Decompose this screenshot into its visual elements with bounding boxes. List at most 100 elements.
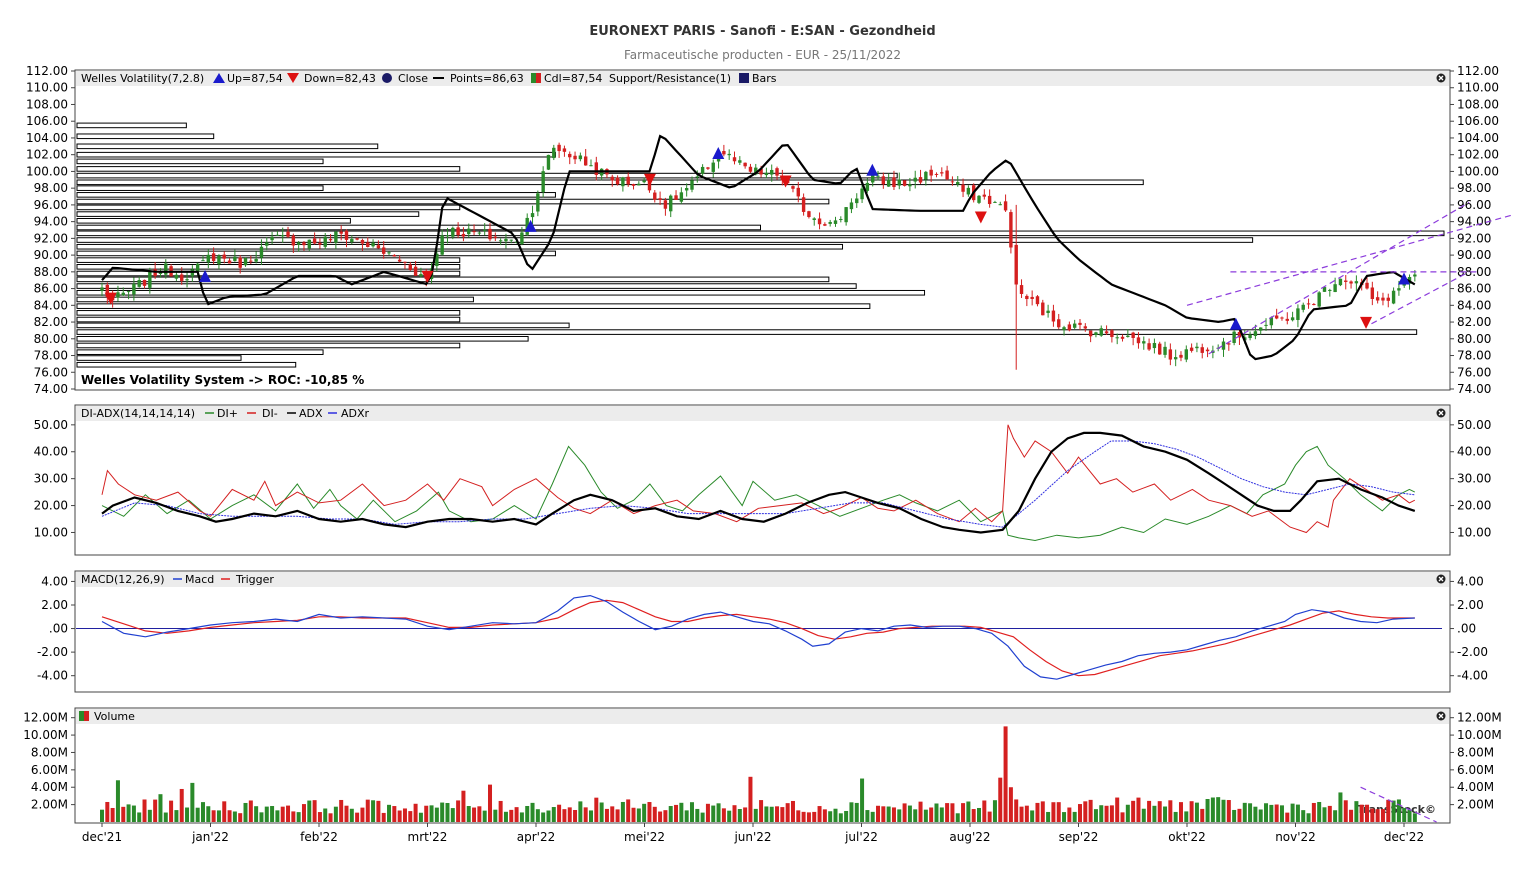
candle-body — [530, 213, 535, 218]
candle-body — [445, 235, 450, 237]
candle-body — [1306, 303, 1311, 305]
volume-bar — [822, 809, 827, 822]
volume-bar — [551, 807, 556, 822]
candle-body — [987, 195, 992, 205]
volume-bar — [254, 806, 259, 822]
volume-bar — [1221, 799, 1226, 822]
adx-line — [101, 431, 1416, 534]
price-legend-bars: Bars — [752, 72, 777, 85]
volume-bar — [753, 808, 758, 822]
candle-body — [844, 207, 848, 223]
candle-body — [892, 177, 896, 188]
candle-body — [217, 255, 221, 265]
price-ytick-label-right: 104.00 — [1457, 131, 1499, 145]
candle-body — [1099, 328, 1103, 336]
adx-close-icon[interactable] — [1436, 408, 1446, 418]
candle-body — [142, 279, 147, 286]
candle-body — [881, 176, 886, 185]
candle-body — [1237, 332, 1242, 338]
volume-bar — [1141, 808, 1146, 822]
volume-bar — [1205, 799, 1210, 822]
candle-body — [945, 170, 949, 180]
volume-bar — [1024, 805, 1029, 822]
adx-ytick-label-left: 40.00 — [34, 445, 68, 459]
adx-ytick-label-right: 10.00 — [1457, 525, 1491, 539]
price-close-icon[interactable] — [1436, 73, 1446, 83]
macd-panel — [74, 570, 1451, 693]
volume-bar — [1349, 809, 1354, 822]
volume-profile-bar — [76, 166, 461, 172]
volume-bar — [1040, 801, 1045, 822]
volume-bar — [689, 802, 694, 822]
volume-bar — [286, 805, 291, 822]
candle-body — [918, 177, 923, 183]
price-ytick-label-right: 80.00 — [1457, 332, 1491, 346]
volume-bar — [301, 804, 306, 822]
candle-body — [706, 167, 710, 169]
volume-bar — [902, 803, 907, 822]
volume-bar — [1264, 803, 1269, 822]
volume-bar — [865, 810, 870, 822]
candle-body — [1328, 289, 1332, 291]
candle-body — [621, 177, 625, 187]
volume-bar — [610, 806, 615, 822]
candle-body — [318, 242, 322, 245]
volume-bar — [349, 808, 354, 822]
volume-bar — [275, 810, 280, 822]
volume-bar — [1120, 812, 1125, 822]
volume-bar — [658, 811, 663, 822]
candle-body — [631, 184, 636, 186]
volume-bar — [339, 799, 344, 822]
candle-body — [355, 238, 359, 240]
volume-bar — [1226, 800, 1231, 822]
candle-body — [1035, 296, 1040, 305]
volume-bar — [1396, 799, 1401, 822]
candle-body — [722, 150, 726, 155]
candle-body — [461, 233, 466, 237]
xtick-label: okt'22 — [1168, 830, 1206, 844]
price-ytick-label-left: 92.00 — [34, 231, 68, 245]
volume-bar — [1147, 800, 1152, 822]
volume-bar — [1019, 806, 1024, 822]
candle-body — [1195, 346, 1199, 349]
volume-bar — [158, 794, 163, 822]
volume-bar — [1093, 809, 1098, 822]
candle-body — [738, 160, 742, 163]
volume-profile-bar — [76, 250, 556, 257]
candle-body — [562, 148, 567, 152]
candle-body — [594, 162, 599, 175]
volume-bar — [445, 802, 450, 822]
volume-profile-bar — [76, 316, 461, 323]
candle-body — [950, 181, 955, 183]
volume-bar — [1168, 800, 1173, 822]
volume-bar — [1077, 804, 1082, 822]
candle-body — [397, 259, 402, 262]
candle-body — [775, 168, 779, 176]
candle-body — [1221, 341, 1226, 350]
candle-body — [211, 253, 216, 262]
price-ytick-label-left: 74.00 — [34, 382, 68, 396]
volume-bar — [716, 803, 721, 822]
candle-body — [148, 270, 152, 288]
volume-bar — [966, 801, 971, 822]
candle-body — [201, 260, 205, 262]
candle-body — [286, 231, 290, 237]
price-ytick-label-left: 78.00 — [34, 349, 68, 363]
candle-body — [302, 242, 306, 246]
volume-bar — [817, 806, 822, 822]
volume-profile-bar — [76, 342, 461, 349]
volume-profile-bar — [76, 355, 242, 361]
volume-bar — [886, 806, 891, 822]
candle-body — [589, 165, 593, 167]
xtick-label: aug'22 — [949, 830, 990, 844]
price-ytick-label-left: 108.00 — [26, 97, 68, 111]
volume-close-icon[interactable] — [1436, 711, 1446, 721]
candle-body — [1163, 346, 1167, 355]
price-ytick-label-left: 96.00 — [34, 198, 68, 212]
candle-body — [1322, 287, 1327, 292]
candle-body — [1136, 337, 1141, 344]
macd-close-icon[interactable] — [1436, 574, 1446, 584]
price-ytick-label-right: 86.00 — [1457, 282, 1491, 296]
candle-body — [679, 192, 684, 202]
candle-body — [1041, 302, 1045, 316]
